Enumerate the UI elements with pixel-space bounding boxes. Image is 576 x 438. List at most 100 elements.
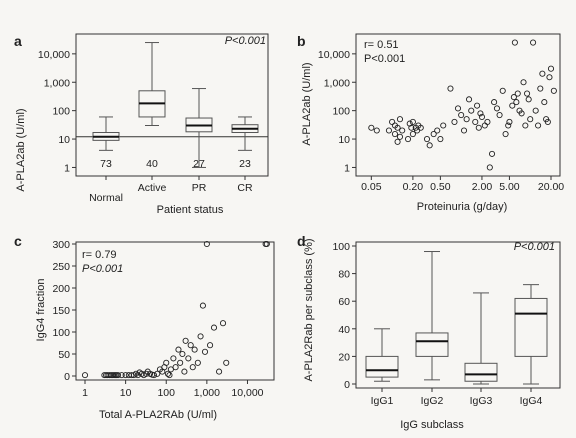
panel-c-point <box>128 372 135 379</box>
panel-a-plot: 1 10 100 1,000 10,000 73 Normal 40 Active 27 PR 23 C… <box>38 33 269 204</box>
panel-d-xlabel: IgG subclass <box>400 419 464 431</box>
panel-d-category-label: IgG1 <box>371 395 394 407</box>
panel-c-point <box>201 348 209 355</box>
panel-c-xlabel: Total A-PLA2RAb (U/ml) <box>99 409 217 421</box>
panel-c-xtick-label: 100 <box>157 387 175 399</box>
panel-b-point <box>423 136 431 143</box>
panel-b-point <box>373 127 380 134</box>
panel-c-xtick-label: 10 <box>120 387 132 399</box>
panel-c-ytick-label: 200 <box>52 283 70 295</box>
panel-b-point <box>513 99 520 106</box>
panel-b-point <box>499 87 506 94</box>
panel-b-point <box>477 110 484 117</box>
panel-b-ytick-label: 10 <box>338 134 350 146</box>
panel-a-count: 40 <box>146 158 158 170</box>
panel-a-count: 27 <box>193 158 205 170</box>
panel-c-point <box>219 320 227 327</box>
panel-b-point <box>472 118 479 126</box>
panel-b-point <box>409 118 416 126</box>
panel-b-point <box>535 122 542 129</box>
panel-b-point <box>475 124 482 131</box>
panel-c-point <box>175 346 182 353</box>
panel-b-xtick-label: 20.00 <box>538 181 564 193</box>
panel-c-ylabel: IgG4 fraction <box>35 279 47 342</box>
panel-a-ytick-label: 10,000 <box>38 49 70 61</box>
panel-b-point <box>389 118 396 126</box>
panel-d-category-label: IgG4 <box>520 395 543 407</box>
panel-b-point <box>532 107 539 114</box>
panel-d-box <box>464 362 498 382</box>
panel-b-point <box>465 96 473 103</box>
panel-b-point <box>514 90 521 97</box>
panel-b-point <box>451 118 458 126</box>
panel-b-point <box>434 127 441 134</box>
panel-d-frame <box>355 241 561 389</box>
panel-b-point <box>440 122 447 129</box>
panel-a-ytick-label: 100 <box>52 106 70 118</box>
panel-letter-d: d <box>297 233 306 249</box>
panel-b-point <box>496 111 503 119</box>
panel-b-point <box>547 65 555 72</box>
panel-a-count: 73 <box>100 158 112 170</box>
panel-b-point <box>463 116 470 123</box>
panel-b-pvalue: P<0.001 <box>364 53 405 65</box>
panel-b-ytick-label: 10,000 <box>318 49 350 61</box>
panel-b-point <box>394 138 401 145</box>
panel-b-point <box>502 130 509 138</box>
panel-b-point <box>385 127 392 134</box>
panel-d-ytick-label: 0 <box>344 379 350 391</box>
panel-b-point <box>406 120 413 127</box>
panel-b-point <box>491 99 498 106</box>
panel-b-point <box>488 150 496 157</box>
panel-b-xlabel: Proteinuria (g/day) <box>417 201 508 213</box>
panel-c-point <box>179 350 186 358</box>
panel-d-ytick-label: 40 <box>338 324 350 336</box>
panel-b-point <box>518 110 525 117</box>
panel-letter-b: b <box>297 33 306 49</box>
panel-d-ytick-label: 100 <box>332 241 350 253</box>
panel-b-point <box>368 124 375 131</box>
panel-c-point <box>166 372 173 379</box>
panel-d-category-label: IgG2 <box>421 395 444 407</box>
panel-b-point <box>550 87 557 94</box>
panel-c-point <box>164 370 171 377</box>
panel-b-point <box>399 127 406 134</box>
panel-a-ytick-label: 1 <box>64 162 70 174</box>
panel-c-ytick-label: 50 <box>58 349 70 361</box>
panel-c-r: r= 0.79 <box>82 249 117 261</box>
panel-b-frame <box>355 33 561 177</box>
panel-c-point <box>189 364 196 371</box>
panel-c-point <box>216 368 223 375</box>
panel-c-point <box>197 333 204 340</box>
panel-a-ylabel: A-PLA2ab (U/ml) <box>15 108 27 191</box>
panel-b-point <box>481 122 488 129</box>
panel-c-ytick-label: 150 <box>52 305 70 317</box>
panel-b-xtick-label: 0.20 <box>403 181 424 193</box>
panel-b-xtick-label: 0.50 <box>430 181 451 193</box>
panel-a-category-label: Normal <box>89 192 123 204</box>
panel-c-point <box>207 342 214 349</box>
panel-c-point <box>150 372 158 379</box>
panel-b-xtick-label: 2.00 <box>472 181 493 193</box>
panel-b-point <box>520 79 527 86</box>
panel-c-frame <box>75 241 275 381</box>
panel-b-point <box>460 127 468 134</box>
panel-b-ytick-label: 1 <box>344 162 350 174</box>
panel-b-point <box>394 124 401 131</box>
panel-d-box <box>365 355 399 378</box>
panel-c-point <box>118 372 125 379</box>
panel-d-category-label: IgG3 <box>470 395 493 407</box>
panel-b-ytick-label: 100 <box>332 106 350 118</box>
panel-d-pvalue: P<0.001 <box>514 241 555 253</box>
panel-d-box <box>415 332 449 357</box>
panel-a: a A-PLA2ab (U/ml) Patient status P<0.001… <box>14 33 269 216</box>
panel-c-point <box>154 370 161 377</box>
panel-b-point <box>396 116 404 123</box>
panel-c: c IgG4 fraction Total A-PLA2RAb (U/ml) r… <box>14 233 275 421</box>
panel-b-point <box>409 130 416 138</box>
panel-letter-a: a <box>14 33 22 49</box>
panel-b-plot: 1 10 100 1,000 10,000 0.05 0.20 0.50 2.00 5.00 20.… <box>318 33 564 193</box>
panel-c-point <box>182 337 189 344</box>
panel-b-ylabel: A-PLA2ab (U/ml) <box>301 62 313 145</box>
panel-b-point <box>505 122 512 129</box>
